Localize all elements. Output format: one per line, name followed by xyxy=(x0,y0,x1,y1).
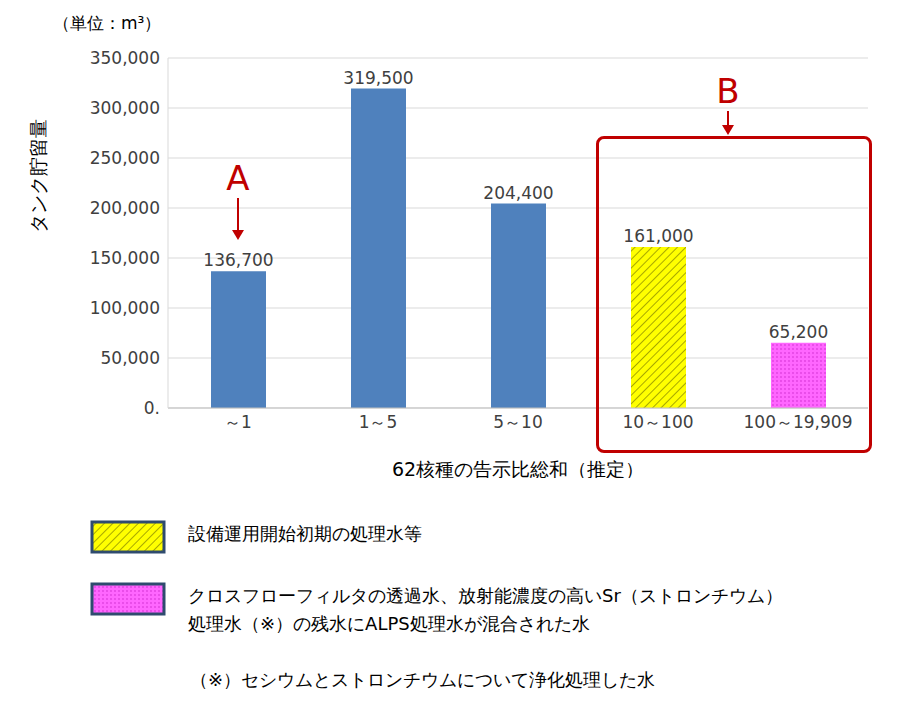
svg-text:136,700: 136,700 xyxy=(203,250,273,270)
svg-text:1～5: 1～5 xyxy=(359,412,398,432)
svg-text:350,000: 350,000 xyxy=(90,48,160,68)
svg-text:300,000: 300,000 xyxy=(90,98,160,118)
svg-text:319,500: 319,500 xyxy=(343,68,413,88)
svg-text:100,000: 100,000 xyxy=(90,298,160,318)
html-text:クロスフローフィルタの透過水、放射能濃度の高いSr（ストロン: クロスフローフィルタの透過水、放射能濃度の高いSr（ストロンチウム） xyxy=(188,585,783,606)
svg-text:A: A xyxy=(226,158,249,198)
svg-text:～1: ～1 xyxy=(224,412,252,432)
svg-text:204,400: 204,400 xyxy=(483,183,553,203)
svg-text:100～19,909: 100～19,909 xyxy=(744,412,853,432)
svg-text:250,000: 250,000 xyxy=(90,148,160,168)
html-text:処理水（※）の残水にALPS処理水が混合された水: 処理水（※）の残水にALPS処理水が混合された水 xyxy=(188,613,590,634)
html-text:（※）セシウムとストロンチウムについて浄化処理した水: （※）セシウムとストロンチウムについて浄化処理した水 xyxy=(190,669,656,690)
svg-text:161,000: 161,000 xyxy=(623,226,693,246)
svg-text:タンク貯留量: タンク貯留量 xyxy=(27,119,49,233)
svg-text:50,000: 50,000 xyxy=(101,348,160,368)
svg-text:62核種の告示比総和（推定）: 62核種の告示比総和（推定） xyxy=(392,458,644,478)
svg-text:200,000: 200,000 xyxy=(90,198,160,218)
svg-text:0.: 0. xyxy=(144,398,160,418)
html-text:（単位：m³）: （単位：m³） xyxy=(53,13,162,33)
svg-text:150,000: 150,000 xyxy=(90,248,160,268)
svg-text:65,200: 65,200 xyxy=(769,322,828,342)
svg-text:5～10: 5～10 xyxy=(493,412,542,432)
html-text:設備運用開始初期の処理水等: 設備運用開始初期の処理水等 xyxy=(188,523,422,544)
svg-text:10～100: 10～100 xyxy=(622,412,693,432)
svg-text:B: B xyxy=(716,71,739,111)
